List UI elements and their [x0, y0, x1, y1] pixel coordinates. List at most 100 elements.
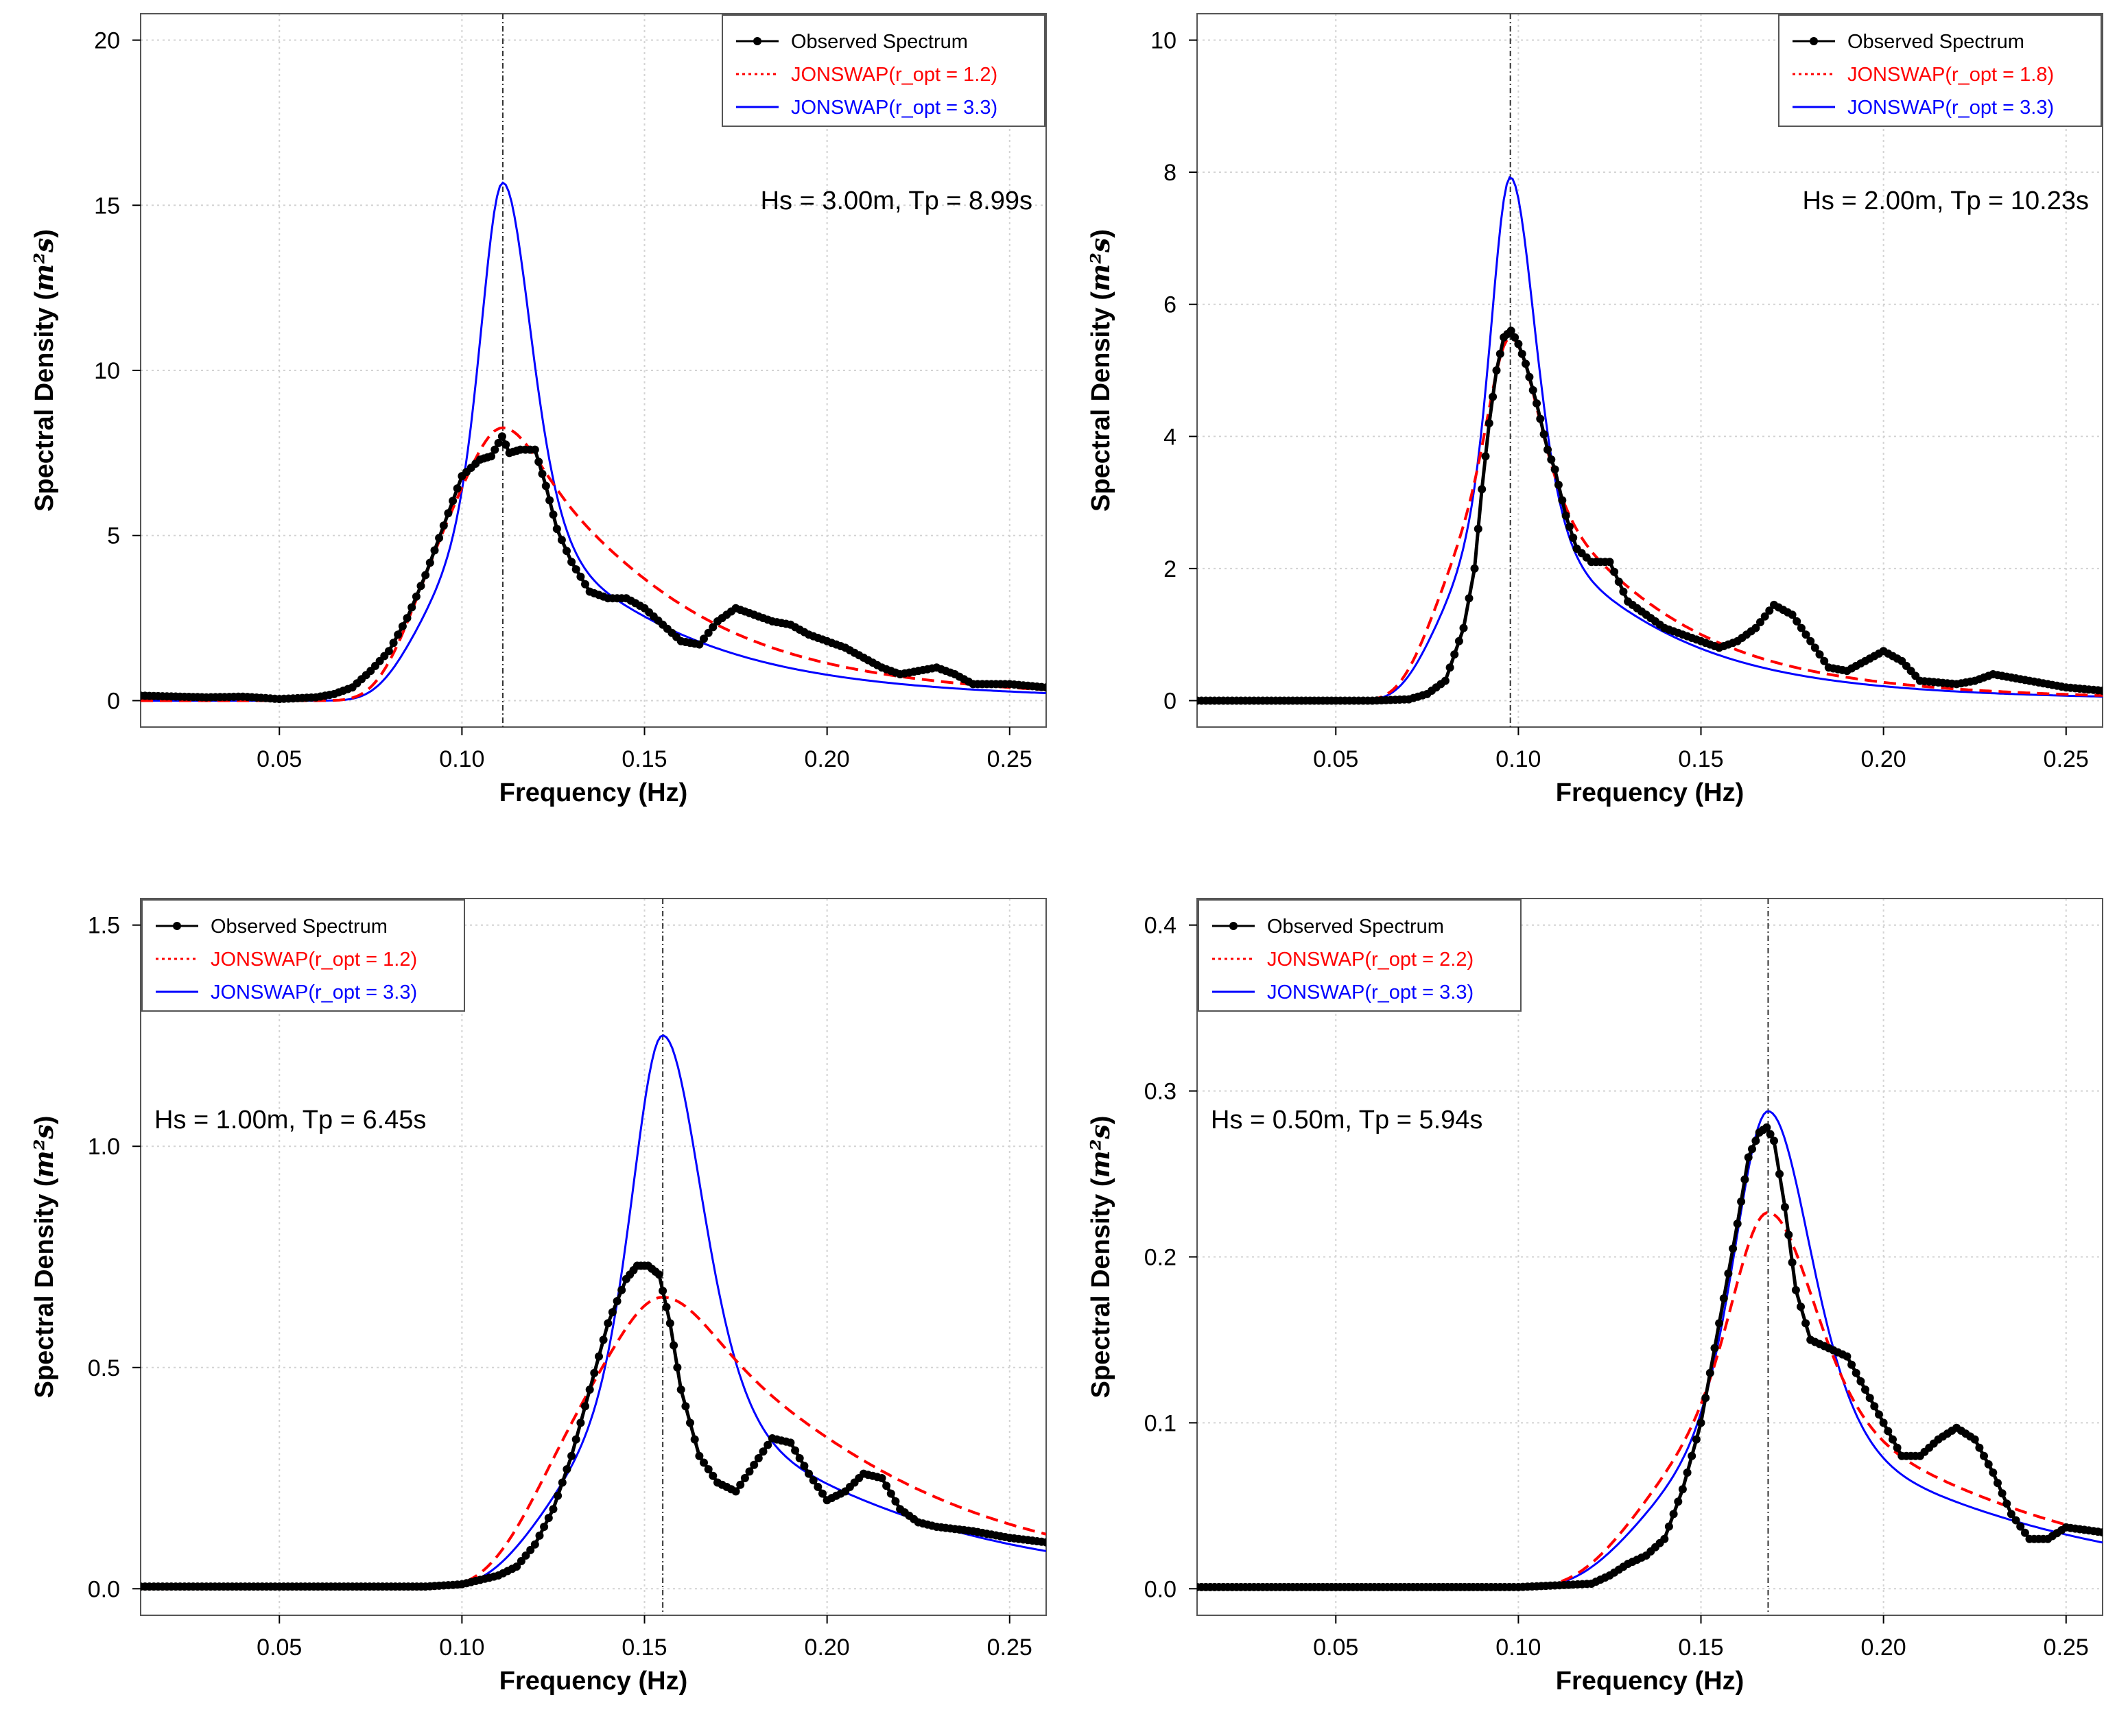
observed-point [403, 614, 412, 623]
observed-point [786, 1438, 795, 1447]
observed-point [1459, 623, 1468, 632]
observed-point [449, 497, 458, 506]
observed-point [1688, 1451, 1696, 1460]
observed-point [487, 452, 495, 461]
x-tick-label: 0.25 [987, 1634, 1032, 1661]
observed-point [1810, 643, 1819, 652]
observed-point [1770, 1137, 1778, 1145]
observed-point [563, 547, 571, 556]
legend: Observed Spectrum JONSWAP(r_opt = 1.8) JON… [1778, 14, 2102, 127]
y-tick-label: 0 [107, 688, 120, 714]
plot-area [1197, 14, 2103, 727]
observed-point [2016, 1522, 2025, 1531]
observed-point [1793, 617, 1801, 626]
observed-point [439, 521, 448, 530]
observed-spectrum-markers [141, 1261, 1046, 1591]
observed-point [1791, 1285, 1800, 1294]
y-tick-label: 0.4 [1144, 913, 1176, 939]
observed-point [665, 1319, 674, 1328]
observed-point [534, 457, 543, 466]
observed-spectrum-markers [1197, 326, 2103, 705]
observed-point [541, 481, 550, 490]
observed-point [1719, 1294, 1728, 1303]
observed-point [1815, 650, 1824, 659]
observed-point [1710, 1344, 1719, 1353]
observed-point [1614, 578, 1623, 586]
observed-point [544, 1514, 553, 1523]
plot-area [1197, 899, 2103, 1615]
observed-point [567, 558, 576, 567]
observed-point [704, 1465, 713, 1474]
observed-point [1525, 372, 1534, 381]
legend-label: JONSWAP(r_opt = 1.2) [211, 949, 417, 971]
observed-point [1517, 349, 1526, 358]
x-tick-label: 0.10 [439, 746, 484, 772]
observed-point [1856, 1377, 1865, 1386]
observed-point [1692, 1435, 1701, 1444]
observed-point [1980, 1451, 1988, 1460]
observed-point [1492, 366, 1501, 374]
observed-point [549, 510, 558, 519]
observed-point [1861, 1386, 1869, 1394]
y-tick-label: 15 [94, 193, 120, 219]
observed-point [1474, 525, 1482, 534]
jonswap-fit-curve [141, 1296, 1046, 1591]
observed-spectrum-line [1197, 328, 2103, 702]
legend-label: JONSWAP(r_opt = 1.8) [1847, 64, 2054, 86]
observed-point [1619, 587, 1628, 596]
legend-marker-observed [753, 37, 761, 45]
observed-point [517, 1557, 525, 1565]
observed-point [1788, 610, 1797, 619]
observed-point [1705, 1368, 1714, 1377]
chart-panel-top-left: 0.05 0.10 0.15 0.20 0.25 0 5 10 15 20 Frequency (H… [28, 13, 1047, 807]
observed-point [1441, 676, 1450, 685]
observed-point [585, 1386, 594, 1394]
y-tick-label: 1.5 [88, 913, 120, 939]
observed-point [754, 1454, 763, 1462]
observed-point [662, 1303, 671, 1311]
observed-point [1884, 1427, 1893, 1436]
y-tick-label: 8 [1163, 160, 1176, 186]
legend-label: Observed Spectrum [211, 916, 388, 938]
observed-point [704, 628, 713, 637]
observed-point [2098, 687, 2103, 695]
x-axis-title: Frequency (Hz) [1556, 1667, 1744, 1696]
wave-parameters-annotation: Hs = 0.50m, Tp = 5.94s [1211, 1106, 1482, 1134]
observed-point [501, 440, 510, 449]
observed-point [800, 1462, 809, 1471]
y-tick-label: 10 [94, 358, 120, 384]
observed-point [1522, 359, 1530, 368]
observed-point [608, 1308, 617, 1317]
observed-point [1495, 349, 1504, 358]
legend-label: JONSWAP(r_opt = 1.2) [791, 64, 997, 86]
x-tick-label: 0.20 [1861, 1634, 1906, 1661]
jonswap-fit-curve [1197, 336, 2103, 702]
observed-point [1539, 430, 1548, 439]
x-tick-label: 0.15 [622, 746, 667, 772]
observed-point [581, 1402, 589, 1411]
x-tick-label: 0.15 [1678, 746, 1723, 772]
observed-point [398, 622, 407, 631]
wave-parameters-annotation: Hs = 1.00m, Tp = 6.45s [154, 1106, 426, 1134]
x-tick-label: 0.15 [622, 1634, 667, 1661]
observed-point [1558, 496, 1567, 505]
x-tick-label: 0.25 [987, 746, 1032, 772]
observed-point [421, 571, 430, 580]
observed-point [1528, 385, 1537, 394]
jonswap-fit-curve [141, 426, 1046, 702]
observed-point [736, 1480, 745, 1489]
observed-point [1775, 1169, 1784, 1178]
observed-point [581, 580, 589, 588]
observed-point [1984, 1460, 1993, 1469]
plot-frame [140, 898, 1047, 1616]
observed-point [2002, 1499, 2011, 1508]
observed-point [1664, 1522, 1673, 1531]
observed-spectrum-markers [141, 432, 1046, 704]
chart-panel-bottom-left: 0.05 0.10 0.15 0.20 0.25 0.0 0.5 1.0 1.5 Frequenc… [28, 898, 1047, 1696]
observed-point [590, 1368, 599, 1377]
legend-label: Observed Spectrum [1267, 916, 1444, 938]
observed-point [613, 1297, 622, 1305]
observed-point [1674, 1497, 1683, 1506]
observed-point [530, 445, 539, 454]
legend-label: Observed Spectrum [1847, 31, 2024, 53]
